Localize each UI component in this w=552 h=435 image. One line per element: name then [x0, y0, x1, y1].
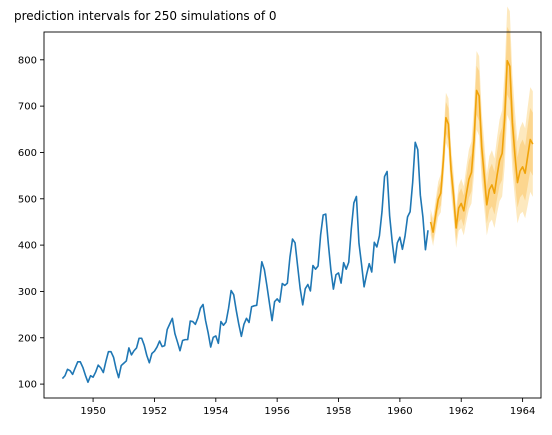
x-tick-label-1960: 1960 [387, 406, 412, 417]
series-lines [61, 59, 534, 384]
forecast-line [429, 59, 534, 233]
x-tick-label-1952: 1952 [142, 406, 167, 417]
y-tick-label-600: 600 [18, 148, 37, 159]
x-tick-label-1950: 1950 [80, 406, 105, 417]
y-tick-label-500: 500 [18, 194, 37, 205]
y-tick-label-800: 800 [18, 55, 37, 66]
plot-frame [43, 31, 542, 399]
x-tick-label-1964: 1964 [510, 406, 535, 417]
x-tick-label-1958: 1958 [326, 406, 351, 417]
y-tick-label-200: 200 [18, 333, 37, 344]
axes: 1950 1952 1954 1956 1958 1960 1962 1964 100 200 30… [18, 31, 542, 417]
x-tick-label-1956: 1956 [264, 406, 289, 417]
history-line [61, 141, 429, 384]
x-tick-label-1954: 1954 [203, 406, 228, 417]
x-tick-label-1962: 1962 [449, 406, 474, 417]
y-tick-label-400: 400 [18, 241, 37, 252]
chart-title: prediction intervals for 250 simulations… [14, 9, 277, 23]
y-tick-label-300: 300 [18, 287, 37, 298]
y-tick-label-700: 700 [18, 102, 37, 113]
y-tick-label-100: 100 [18, 380, 37, 391]
